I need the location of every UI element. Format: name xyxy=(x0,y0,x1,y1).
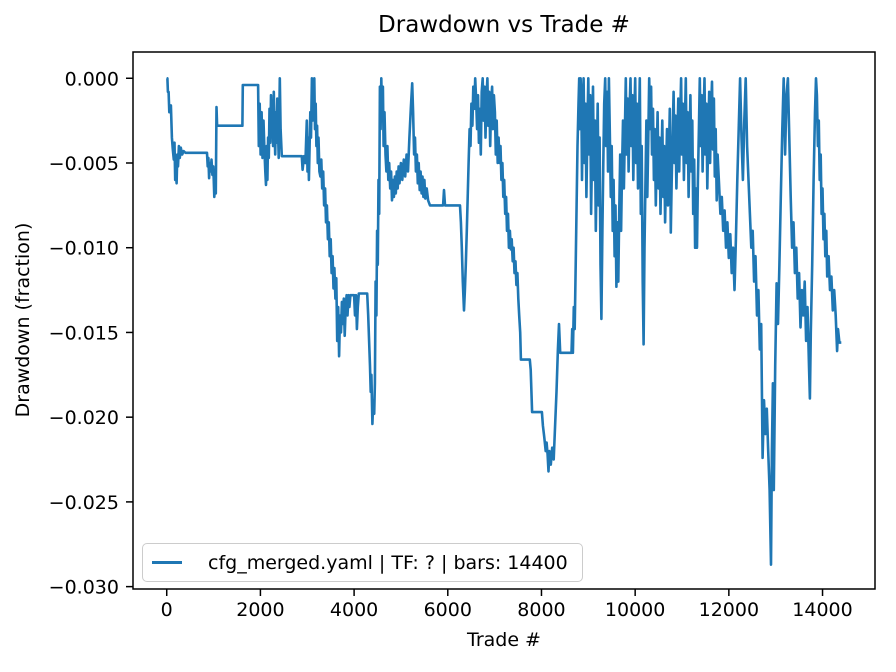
svg-text:−0.025: −0.025 xyxy=(49,492,119,514)
x-axis-label: Trade # xyxy=(467,629,541,651)
svg-text:8000: 8000 xyxy=(517,599,565,621)
svg-text:−0.005: −0.005 xyxy=(49,153,119,175)
y-axis-label: Drawdown (fraction) xyxy=(12,222,34,418)
legend-line-sample-icon xyxy=(152,561,182,564)
drawdown-line xyxy=(166,77,842,566)
svg-text:−0.030: −0.030 xyxy=(49,577,119,599)
svg-text:10000: 10000 xyxy=(605,599,665,621)
chart-title: Drawdown vs Trade # xyxy=(378,12,630,38)
svg-text:−0.010: −0.010 xyxy=(49,238,119,260)
svg-text:2000: 2000 xyxy=(236,599,284,621)
svg-text:12000: 12000 xyxy=(699,599,759,621)
svg-text:0: 0 xyxy=(161,599,173,621)
svg-text:0.000: 0.000 xyxy=(65,68,119,90)
legend-box: cfg_merged.yaml | TF: ? | bars: 14400 xyxy=(142,543,583,582)
legend-entry-label: cfg_merged.yaml | TF: ? | bars: 14400 xyxy=(208,551,568,574)
svg-text:4000: 4000 xyxy=(330,599,378,621)
x-axis-ticks: 0 2000 4000 6000 8000 10000 12000 14000 xyxy=(161,589,853,621)
svg-text:−0.020: −0.020 xyxy=(49,407,119,429)
axes-frame xyxy=(132,51,876,590)
svg-text:14000: 14000 xyxy=(792,599,852,621)
svg-text:6000: 6000 xyxy=(424,599,472,621)
svg-text:−0.015: −0.015 xyxy=(49,322,119,344)
y-axis-ticks: 0.000 −0.005 −0.010 −0.015 −0.020 −0.025 −0.03… xyxy=(49,68,133,599)
